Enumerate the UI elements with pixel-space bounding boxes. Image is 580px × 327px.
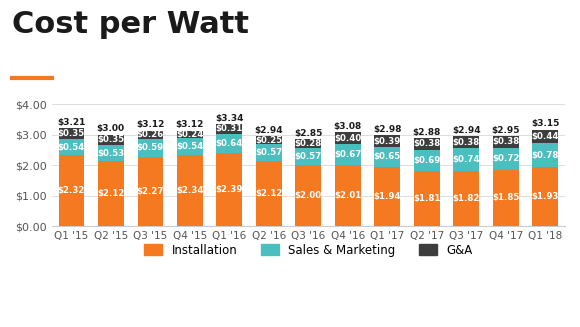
Text: $0.35: $0.35 (97, 135, 125, 144)
Bar (454, 170, 479, 226)
Text: $2.12: $2.12 (97, 189, 125, 198)
Text: $0.35: $0.35 (58, 129, 85, 138)
Text: $0.44: $0.44 (531, 132, 559, 141)
Text: $3.12: $3.12 (136, 120, 165, 129)
Bar (256, 161, 282, 226)
Bar (137, 157, 163, 226)
Text: $0.57: $0.57 (295, 152, 322, 161)
Text: $2.00: $2.00 (295, 191, 322, 200)
Text: $0.54: $0.54 (58, 143, 85, 151)
Bar (532, 143, 558, 167)
Text: $0.54: $0.54 (176, 142, 204, 151)
Text: $3.15: $3.15 (531, 119, 560, 129)
Bar (414, 138, 440, 150)
Bar (295, 165, 321, 226)
Text: $1.82: $1.82 (452, 194, 480, 203)
Bar (335, 165, 361, 226)
Bar (59, 128, 84, 139)
Text: $0.31: $0.31 (216, 124, 243, 133)
Text: $0.39: $0.39 (374, 137, 401, 146)
Bar (414, 171, 440, 226)
Legend: Installation, Sales & Marketing, G&A: Installation, Sales & Marketing, G&A (144, 244, 472, 257)
Bar (335, 132, 361, 144)
Text: $1.81: $1.81 (413, 194, 440, 203)
Bar (414, 150, 440, 171)
Bar (98, 134, 124, 145)
Text: $1.93: $1.93 (531, 192, 559, 201)
Text: $3.00: $3.00 (97, 124, 125, 133)
Bar (137, 131, 163, 139)
Bar (98, 145, 124, 161)
Bar (216, 124, 242, 134)
Text: $2.98: $2.98 (373, 125, 401, 134)
Bar (59, 139, 84, 155)
Text: $0.65: $0.65 (374, 152, 401, 162)
Bar (216, 153, 242, 226)
Text: $0.24: $0.24 (176, 130, 204, 139)
Bar (256, 144, 282, 161)
Bar (177, 155, 202, 226)
Text: $0.69: $0.69 (413, 156, 440, 165)
Bar (137, 139, 163, 157)
Text: $0.57: $0.57 (255, 148, 282, 157)
Text: $0.67: $0.67 (334, 150, 361, 159)
Text: $0.59: $0.59 (137, 143, 164, 152)
Text: $2.88: $2.88 (412, 128, 441, 137)
Text: $0.38: $0.38 (413, 140, 440, 148)
Text: $0.64: $0.64 (216, 139, 243, 148)
Bar (375, 167, 400, 226)
Text: $0.74: $0.74 (452, 155, 480, 164)
Text: $2.01: $2.01 (334, 191, 361, 200)
Bar (98, 161, 124, 226)
Bar (375, 147, 400, 167)
Text: $0.40: $0.40 (334, 134, 361, 143)
Text: $0.26: $0.26 (137, 130, 164, 139)
Text: $2.39: $2.39 (216, 185, 243, 194)
Text: $1.94: $1.94 (374, 192, 401, 201)
Text: $2.85: $2.85 (294, 129, 322, 138)
Text: $0.53: $0.53 (97, 149, 125, 158)
Text: $2.34: $2.34 (176, 186, 204, 195)
Text: $0.78: $0.78 (531, 151, 559, 160)
Text: $3.08: $3.08 (334, 122, 362, 130)
Text: $0.25: $0.25 (255, 136, 282, 145)
Bar (59, 155, 84, 226)
Text: Cost per Watt: Cost per Watt (12, 10, 249, 39)
Bar (493, 136, 519, 147)
Bar (335, 144, 361, 165)
Bar (532, 167, 558, 226)
Text: $2.94: $2.94 (255, 126, 283, 135)
Text: $0.72: $0.72 (492, 154, 520, 163)
Bar (256, 136, 282, 144)
Bar (532, 130, 558, 143)
Bar (295, 139, 321, 147)
Bar (295, 147, 321, 165)
Text: $2.27: $2.27 (136, 187, 164, 196)
Bar (454, 148, 479, 170)
Bar (177, 138, 202, 155)
Bar (375, 135, 400, 147)
Text: $2.12: $2.12 (255, 189, 282, 198)
Text: $0.38: $0.38 (492, 137, 519, 146)
Text: $0.38: $0.38 (452, 138, 480, 146)
Text: $3.12: $3.12 (176, 120, 204, 129)
Text: $0.28: $0.28 (295, 139, 322, 148)
Text: $2.32: $2.32 (57, 186, 85, 195)
Text: $3.34: $3.34 (215, 113, 244, 123)
Text: $2.95: $2.95 (491, 126, 520, 134)
Bar (216, 134, 242, 153)
Text: $1.85: $1.85 (492, 193, 519, 202)
Bar (493, 170, 519, 226)
Bar (454, 136, 479, 148)
Text: $3.21: $3.21 (57, 118, 85, 127)
Bar (493, 147, 519, 170)
Bar (177, 131, 202, 138)
Text: $2.94: $2.94 (452, 126, 481, 135)
